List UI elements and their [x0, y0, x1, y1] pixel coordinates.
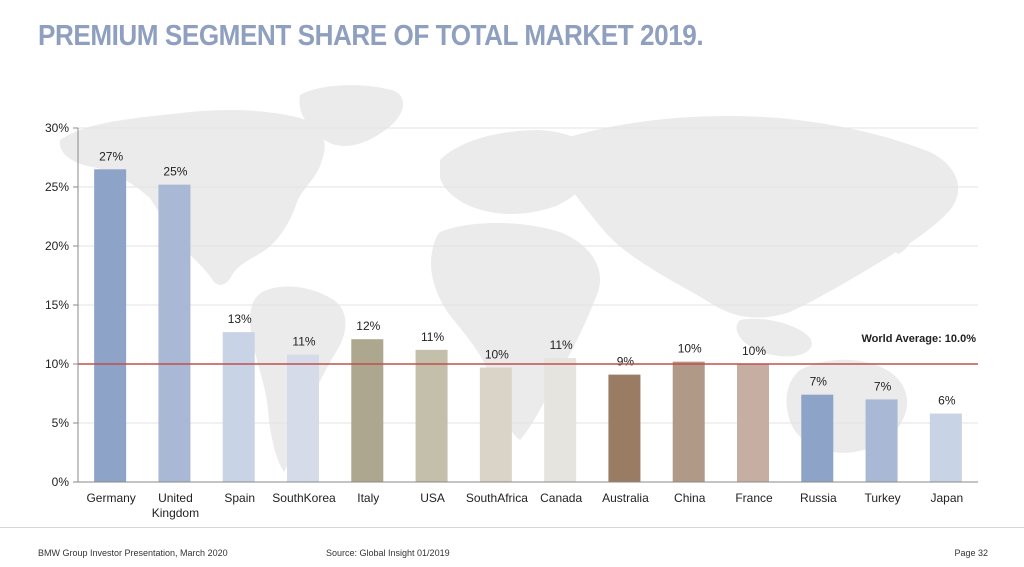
bar	[158, 184, 191, 482]
y-tick-label: 20%	[45, 239, 69, 253]
bar-value-label: 27%	[99, 149, 123, 163]
bar-value-label: 13%	[228, 312, 252, 326]
bar-value-label: 7%	[874, 379, 892, 393]
x-tick-label: USA	[420, 491, 445, 505]
y-tick-label: 0%	[52, 475, 70, 489]
x-tick-label: Japan	[931, 491, 964, 505]
bar	[222, 332, 255, 482]
bar	[801, 394, 834, 482]
southeast-asia-shape	[736, 318, 812, 357]
bar-value-label: 12%	[356, 319, 380, 333]
japan-shape	[888, 209, 915, 254]
bar-value-label: 10%	[678, 342, 702, 356]
x-tick-label: Spain	[224, 491, 255, 505]
africa-shape	[430, 223, 601, 440]
x-tick-label: Canada	[540, 491, 582, 505]
x-tick-label: Russia	[800, 491, 837, 505]
bar	[672, 361, 705, 482]
bar-value-label: 7%	[810, 375, 828, 389]
bar	[415, 349, 448, 482]
bar	[608, 374, 641, 482]
x-tick-label: Turkey	[864, 491, 900, 505]
x-tick-label: Australia	[602, 491, 649, 505]
bar	[287, 354, 319, 482]
bar	[479, 367, 512, 482]
greenland-shape	[299, 85, 404, 147]
bar-value-label: 9%	[617, 355, 635, 369]
footer-page-number: Page 32	[954, 548, 988, 558]
y-tick-label: 10%	[45, 357, 69, 371]
footer-divider	[0, 527, 1024, 528]
x-tick-label: SouthKorea	[272, 491, 336, 505]
footer-presentation-name: BMW Group Investor Presentation, March 2…	[38, 548, 228, 558]
bar-chart: 27% Germany 25% United Kingdom 13% Spain 11% Sou…	[45, 85, 978, 520]
x-tick-label: France	[735, 491, 773, 505]
footer-source: Source: Global Insight 01/2019	[326, 548, 450, 558]
bar-value-label: 11%	[550, 338, 573, 352]
bar	[351, 339, 384, 482]
x-tick-label: SouthAfrica	[466, 491, 528, 505]
europe-shape	[440, 130, 598, 214]
page-title: PREMIUM SEGMENT SHARE OF TOTAL MARKET 20…	[38, 20, 704, 52]
x-tick-label: Germany	[86, 491, 135, 505]
asia-shape	[560, 116, 959, 318]
y-tick-label: 5%	[52, 416, 70, 430]
bar-value-label: 11%	[292, 335, 315, 349]
bar	[865, 399, 898, 482]
world-map-background	[59, 85, 959, 472]
world-average-label: World Average: 10.0%	[861, 333, 976, 345]
bar	[94, 169, 127, 483]
bar-value-label: 10%	[742, 344, 766, 358]
bar	[544, 358, 577, 482]
y-tick-label: 25%	[45, 180, 69, 194]
bar-value-label: 6%	[938, 394, 956, 408]
x-tick-label: Italy	[357, 491, 379, 505]
bar-value-label: 25%	[163, 165, 187, 179]
y-tick-label: 15%	[45, 298, 69, 312]
y-tick-label: 30%	[45, 121, 69, 135]
bar-value-label: 10%	[485, 348, 509, 362]
bar-value-label: 11%	[421, 330, 444, 344]
x-tick-label: United Kingdom	[152, 491, 199, 520]
bar	[929, 413, 962, 482]
north-america-shape	[59, 110, 325, 285]
x-tick-label: China	[674, 491, 706, 505]
bar	[737, 364, 769, 482]
